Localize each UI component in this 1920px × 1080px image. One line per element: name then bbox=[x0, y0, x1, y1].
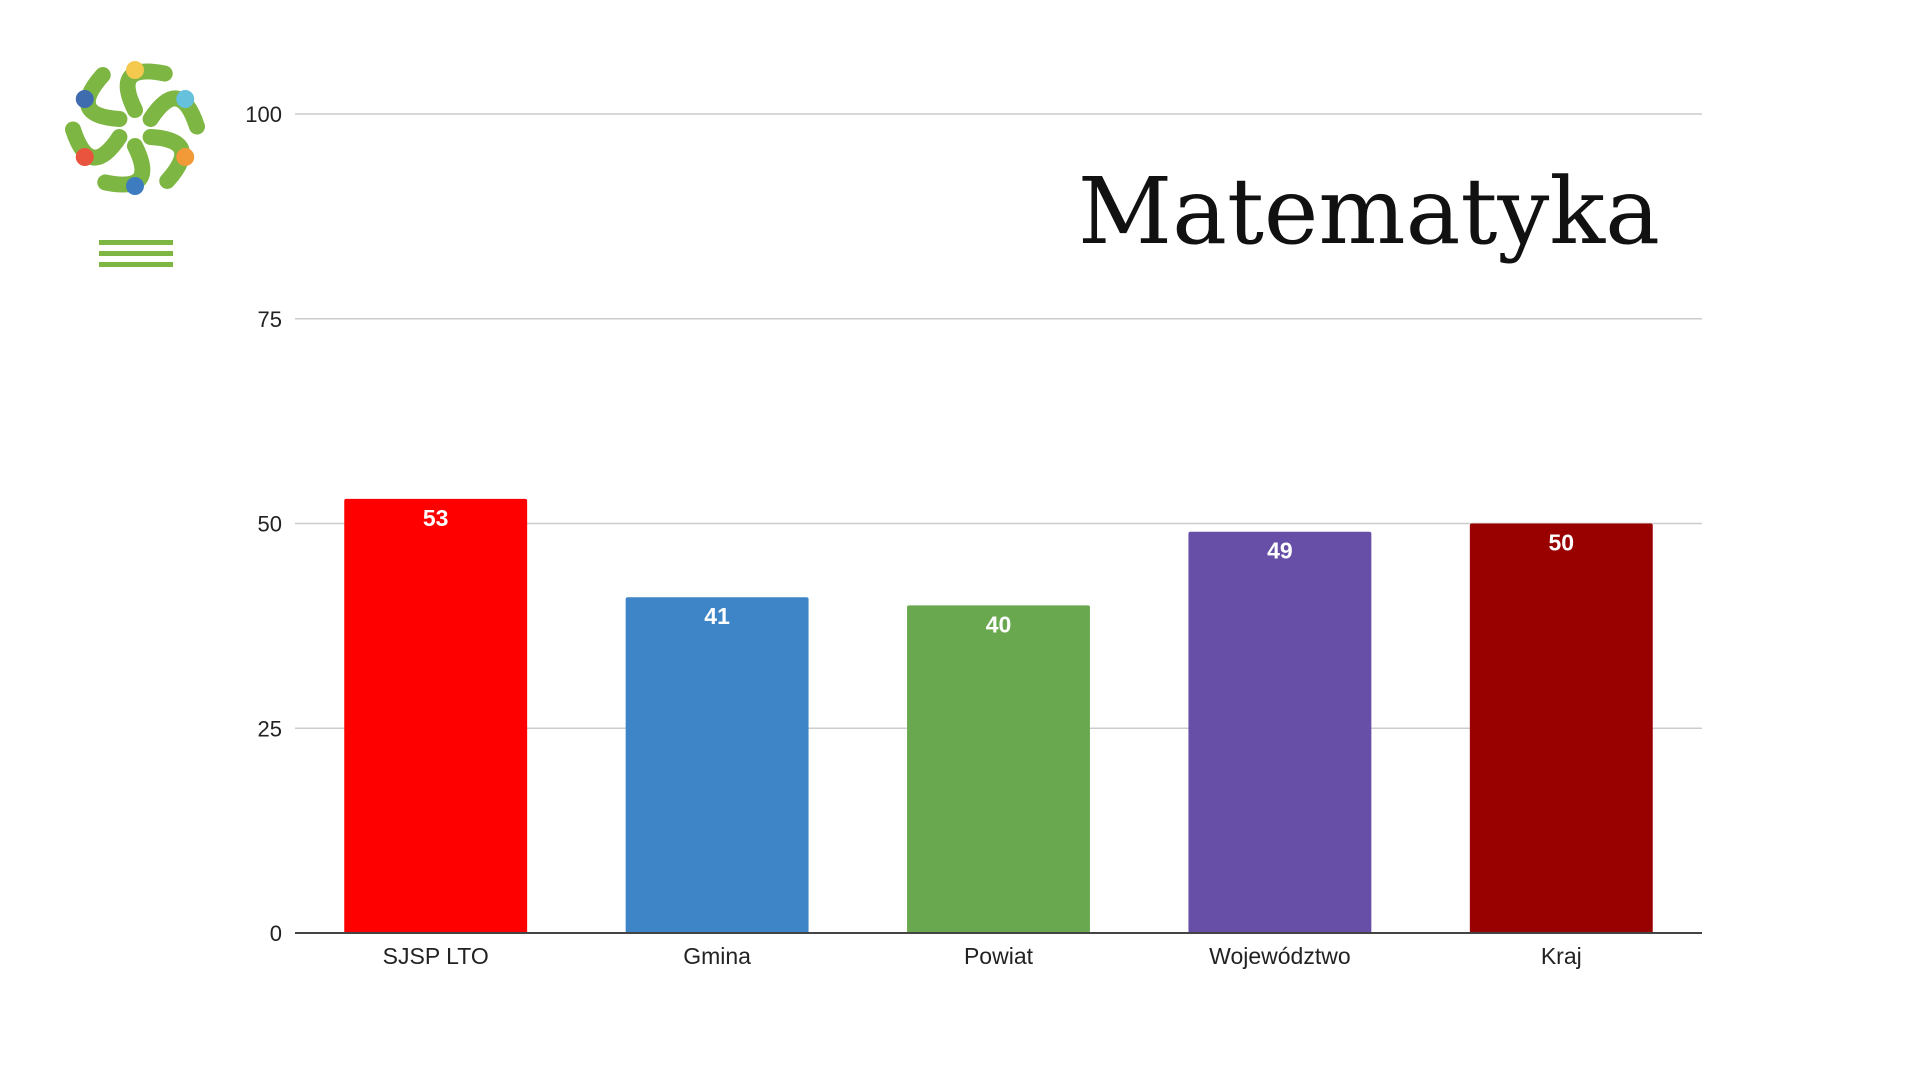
logo-dot bbox=[176, 148, 195, 166]
logo-dot bbox=[75, 148, 94, 166]
data-label: 41 bbox=[704, 603, 730, 629]
bars bbox=[344, 498, 1653, 933]
logo-base-line bbox=[99, 262, 173, 267]
data-label: 49 bbox=[1267, 538, 1293, 564]
logo-base-line bbox=[99, 251, 173, 256]
category-label: SJSP LTO bbox=[383, 943, 489, 969]
bar bbox=[907, 605, 1090, 933]
logo-dot bbox=[176, 90, 195, 108]
logo-dot bbox=[126, 61, 144, 79]
y-tick-label: 75 bbox=[258, 307, 282, 332]
y-axis-tick-labels: 0 25 50 75 100 bbox=[245, 102, 282, 946]
data-label: 40 bbox=[986, 611, 1012, 637]
logo-dot bbox=[126, 177, 144, 195]
category-label: Kraj bbox=[1541, 943, 1582, 969]
bar bbox=[1188, 531, 1372, 933]
y-tick-label: 100 bbox=[245, 102, 282, 127]
bar bbox=[1469, 523, 1653, 933]
logo-base-line bbox=[99, 240, 173, 245]
logo-dot bbox=[75, 90, 94, 108]
chart-title: Matematyka bbox=[1078, 158, 1660, 265]
x-axis-category-labels: SJSP LTO Gmina Powiat Województwo Kraj bbox=[383, 943, 1582, 969]
category-label: Województwo bbox=[1209, 943, 1350, 969]
category-label: Gmina bbox=[683, 943, 751, 969]
y-tick-label: 0 bbox=[270, 921, 282, 946]
data-label: 53 bbox=[423, 505, 449, 531]
data-labels: 53 41 40 49 50 bbox=[423, 505, 1574, 637]
bar bbox=[625, 597, 809, 933]
category-label: Powiat bbox=[964, 943, 1034, 969]
y-tick-label: 50 bbox=[258, 512, 282, 537]
bar bbox=[344, 498, 528, 933]
data-label: 50 bbox=[1549, 530, 1575, 556]
y-tick-label: 25 bbox=[258, 716, 282, 741]
flower-logo bbox=[65, 61, 205, 267]
